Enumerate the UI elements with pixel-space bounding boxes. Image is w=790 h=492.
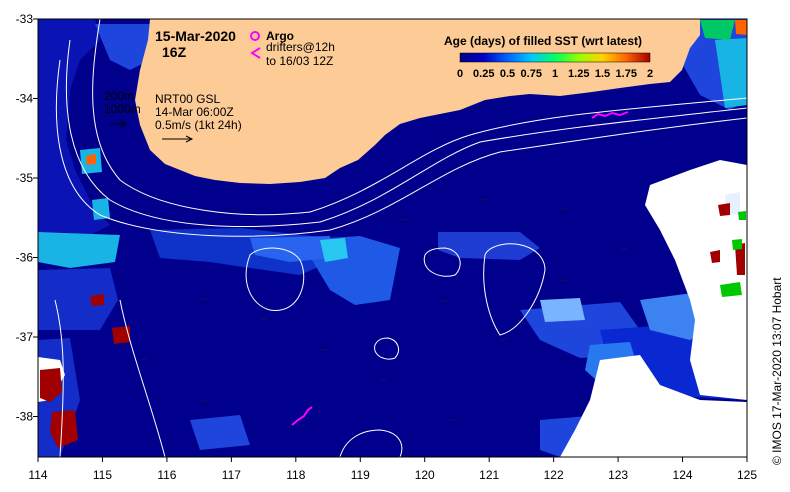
x-tick-label: 122: [544, 468, 564, 482]
argo-marker-icon: [250, 31, 260, 41]
y-tick-label: -35: [16, 171, 34, 185]
argo-label: Argo: [266, 29, 294, 43]
speed-scale-label: 0.5m/s (1kt 24h): [155, 118, 242, 132]
colorbar-title: Age (days) of filled SST (wrt latest): [444, 34, 642, 48]
y-tick-label: -34: [16, 92, 34, 106]
x-tick-label: 115: [93, 468, 112, 482]
isobath-lines: [54, 19, 747, 457]
x-tick-label: 119: [351, 468, 370, 482]
drifters-label: drifters@12h: [266, 40, 335, 54]
x-tick-label: 114: [28, 468, 47, 482]
x-tick-label: 125: [737, 468, 757, 482]
colorbar-tick-label: 0.5: [500, 68, 515, 80]
speed-scale-arrow-icon: [162, 135, 194, 143]
y-axis: -33 -34 -35 -36 -37 -38: [16, 12, 38, 424]
argo-legend: Argo drifters@12h to 16/03 12Z: [250, 29, 335, 68]
colorbar-tick-label: 1.5: [595, 68, 610, 80]
map-date: 15-Mar-2020: [155, 28, 236, 44]
map-hour: 16Z: [162, 44, 187, 60]
x-tick-label: 123: [608, 468, 628, 482]
no-data-regions: [38, 160, 747, 457]
map-annotations: 15-Mar-2020 16Z Argo drifters@12h to 16/…: [104, 28, 335, 143]
drifter-tracks: [291, 111, 629, 426]
x-tick-label: 118: [286, 468, 305, 482]
x-tick-label: 120: [415, 468, 435, 482]
currents-time: 14-Mar 06:00Z: [155, 105, 234, 119]
y-tick-label: -37: [16, 330, 34, 344]
x-axis: 114 115 116 117 118 119 120 121 122 123 124 125: [28, 457, 757, 482]
colorbar-tick-label: 1.25: [568, 68, 589, 80]
colorbar-ticks: 0 0.25 0.5 0.75 1 1.25 1.5 1.75 2: [457, 68, 653, 80]
x-tick-label: 124: [673, 468, 693, 482]
colorbar-tick-label: 1: [552, 68, 558, 80]
colorbar-tick-label: 0.25: [473, 68, 494, 80]
isobath-key-arrow-icon: [110, 120, 127, 128]
y-tick-label: -38: [16, 410, 34, 424]
colorbar-bar: [459, 52, 651, 63]
credit-text: © IMOS 17-Mar-2020 13:07 Hobart: [770, 277, 784, 465]
drifters-range: to 16/03 12Z: [266, 54, 333, 68]
plot-area: [38, 19, 747, 457]
colorbar-tick-label: 0.75: [521, 68, 542, 80]
y-tick-label: -33: [16, 12, 34, 26]
currents-source: NRT00 GSL: [155, 92, 220, 106]
plot-frame: [37, 18, 748, 458]
current-vectors: [139, 198, 629, 422]
isobath-1000-label: 1000m: [104, 102, 141, 116]
colorbar-tick-label: 1.75: [616, 68, 637, 80]
drifter-arrow-icon: [250, 47, 261, 59]
y-tick-label: -36: [16, 251, 34, 265]
old-data-speckles: [40, 20, 747, 448]
isobath-200-label: 200m: [104, 89, 134, 103]
colorbar-tick-label: 0: [457, 68, 463, 80]
x-tick-label: 116: [157, 468, 176, 482]
x-tick-label: 121: [479, 468, 499, 482]
sst-age-patches: [38, 19, 747, 457]
colorbar-tick-label: 2: [647, 68, 653, 80]
x-tick-label: 117: [222, 468, 241, 482]
